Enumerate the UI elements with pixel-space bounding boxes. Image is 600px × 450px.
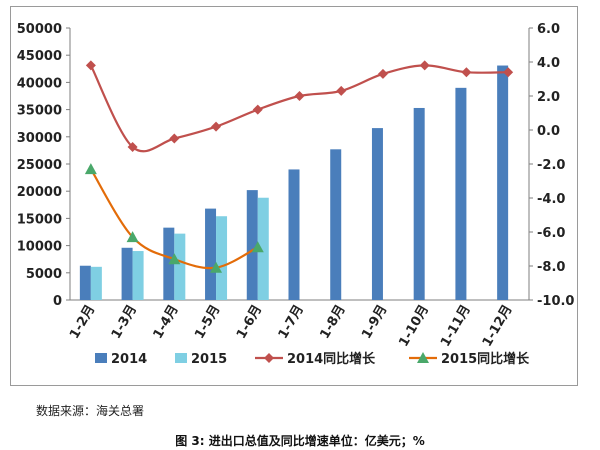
figure-caption: 图 3: 进出口总值及同比增速单位：亿美元；% xyxy=(175,434,425,448)
left-tick-label: 5000 xyxy=(26,267,62,282)
left-tick-label: 45000 xyxy=(17,49,62,64)
left-tick-label: 15000 xyxy=(17,212,62,227)
point-2014同比增长 xyxy=(294,91,305,101)
x-tick-label: 1-4月 xyxy=(151,303,182,342)
bar-2015 xyxy=(90,266,102,300)
legend-marker-2015同比增长 xyxy=(417,352,429,363)
x-tick-label: 1-12月 xyxy=(480,303,516,350)
right-tick-label: 0.0 xyxy=(537,124,560,139)
point-2014同比增长 xyxy=(461,67,472,78)
bar-2014 xyxy=(413,107,425,300)
bar-2015 xyxy=(174,233,186,300)
point-2014同比增长 xyxy=(127,142,138,152)
bar-2014 xyxy=(79,265,91,300)
line-2014同比增长 xyxy=(89,64,509,153)
right-tick-label: -6.0 xyxy=(537,226,565,241)
legend-marker-2014同比增长 xyxy=(264,353,274,363)
left-tick-label: 25000 xyxy=(17,158,62,173)
x-tick-label: 1-8月 xyxy=(317,303,348,342)
x-tick-label: 1-11月 xyxy=(438,303,474,350)
point-2014同比增长 xyxy=(377,68,388,79)
x-tick-label: 1-3月 xyxy=(109,303,140,342)
right-tick-label: 6.0 xyxy=(537,22,560,37)
point-2015同比增长 xyxy=(168,253,181,265)
left-tick-label: 35000 xyxy=(17,104,62,119)
bar-2014 xyxy=(121,247,133,300)
right-tick-label: -10.0 xyxy=(537,294,574,309)
x-tick-label: 1-9月 xyxy=(359,303,390,342)
x-tick-label: 1-2月 xyxy=(67,303,98,342)
left-tick-label: 20000 xyxy=(17,185,62,200)
x-tick-label: 1-10月 xyxy=(396,303,432,350)
left-tick-label: 50000 xyxy=(17,22,62,37)
legend-swatch-2014 xyxy=(95,353,107,363)
bar-2014 xyxy=(371,128,383,300)
point-2015同比增长 xyxy=(210,261,223,273)
point-2015同比增长 xyxy=(126,231,139,243)
left-tick-label: 0 xyxy=(53,294,62,309)
x-tick-label: 1-5月 xyxy=(192,303,223,342)
bar-2015 xyxy=(257,197,269,300)
bar-2014 xyxy=(497,65,509,300)
legend-label-2014同比增长: 2014同比增长 xyxy=(287,351,376,367)
point-2015同比增长 xyxy=(84,163,97,175)
point-2014同比增长 xyxy=(85,60,96,71)
bar-2014 xyxy=(455,87,467,300)
right-tick-label: -4.0 xyxy=(537,192,565,207)
right-tick-label: 4.0 xyxy=(537,56,560,71)
legend-label-2015同比增长: 2015同比增长 xyxy=(441,351,530,367)
point-2014同比增长 xyxy=(503,67,514,78)
legend-label-2015: 2015 xyxy=(191,352,227,367)
left-tick-label: 10000 xyxy=(17,240,62,255)
left-tick-label: 30000 xyxy=(17,131,62,146)
bar-2015 xyxy=(132,251,144,300)
right-tick-label: 2.0 xyxy=(537,90,560,105)
bar-2014 xyxy=(246,190,258,300)
combo-chart: 0 5000 10000 15000 20000 25000 30000 35000 40000… xyxy=(17,22,575,367)
bar-2014 xyxy=(288,169,300,300)
point-2014同比增长 xyxy=(336,85,347,96)
x-tick-label: 1-7月 xyxy=(276,303,307,342)
point-2014同比增长 xyxy=(419,60,430,71)
point-2014同比增长 xyxy=(211,121,222,132)
point-2015同比增长 xyxy=(251,241,264,253)
bar-2015 xyxy=(216,216,228,300)
legend-label-2014: 2014 xyxy=(111,352,147,367)
legend-swatch-2015 xyxy=(175,353,187,363)
right-tick-label: -2.0 xyxy=(537,158,565,173)
x-tick-label: 1-6月 xyxy=(234,303,265,342)
left-tick-label: 40000 xyxy=(17,76,62,91)
point-2014同比增长 xyxy=(169,133,180,144)
bar-2014 xyxy=(205,208,217,300)
chart-frame: 0 5000 10000 15000 20000 25000 30000 35000 40000… xyxy=(10,6,578,386)
data-source-note: 数据来源：海关总署 xyxy=(36,404,145,418)
bar-2014 xyxy=(330,149,342,300)
right-tick-label: -8.0 xyxy=(537,260,565,275)
point-2014同比增长 xyxy=(252,104,263,115)
